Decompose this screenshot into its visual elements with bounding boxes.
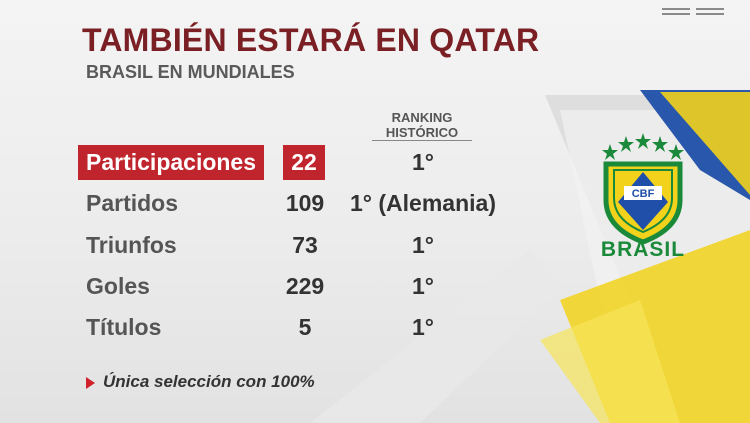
stat-value: 229 <box>285 273 325 299</box>
stat-label: Triunfos <box>86 232 177 258</box>
stat-rank: 1° <box>412 273 434 299</box>
stat-value: 73 <box>292 232 318 258</box>
stat-label: Partidos <box>86 190 179 216</box>
stat-value: 109 <box>285 190 325 216</box>
svg-text:CBF: CBF <box>632 188 655 200</box>
stat-value: 22 <box>283 145 325 180</box>
stat-label: Goles <box>86 273 150 299</box>
stat-row-participaciones: Participaciones 22 1° <box>0 145 520 181</box>
stat-rank: 1° <box>412 314 434 340</box>
ranking-column-header: RANKING HISTÓRICO <box>372 110 472 141</box>
stat-row-triunfos: Triunfos 73 1° <box>0 228 520 264</box>
footnote: Única selección con 100% <box>86 372 315 392</box>
page-title: TAMBIÉN ESTARÁ EN QATAR <box>82 22 540 58</box>
stat-row-partidos: Partidos 109 1° (Alemania) <box>0 186 520 222</box>
ranking-header-line2: HISTÓRICO <box>372 125 472 141</box>
stat-label: Participaciones <box>78 145 265 180</box>
stat-row-titulos: Títulos 5 1° <box>0 310 520 346</box>
crest-name: BRASIL <box>600 238 686 261</box>
stat-label: Títulos <box>86 314 162 340</box>
stat-rank: 1° <box>412 149 434 175</box>
stat-rank: 1° (Alemania) <box>350 190 496 216</box>
footnote-text: Única selección con 100% <box>103 372 315 391</box>
stat-row-goles: Goles 229 1° <box>0 269 520 305</box>
ranking-header-line1: RANKING <box>391 110 453 125</box>
page-subtitle: BRASIL EN MUNDIALES <box>86 62 295 82</box>
triangle-right-icon <box>86 376 95 389</box>
stat-rank: 1° <box>412 232 434 258</box>
cbf-crest-icon: CBF <box>602 133 684 245</box>
stat-value: 5 <box>298 314 312 340</box>
top-menu-icon <box>662 6 732 18</box>
